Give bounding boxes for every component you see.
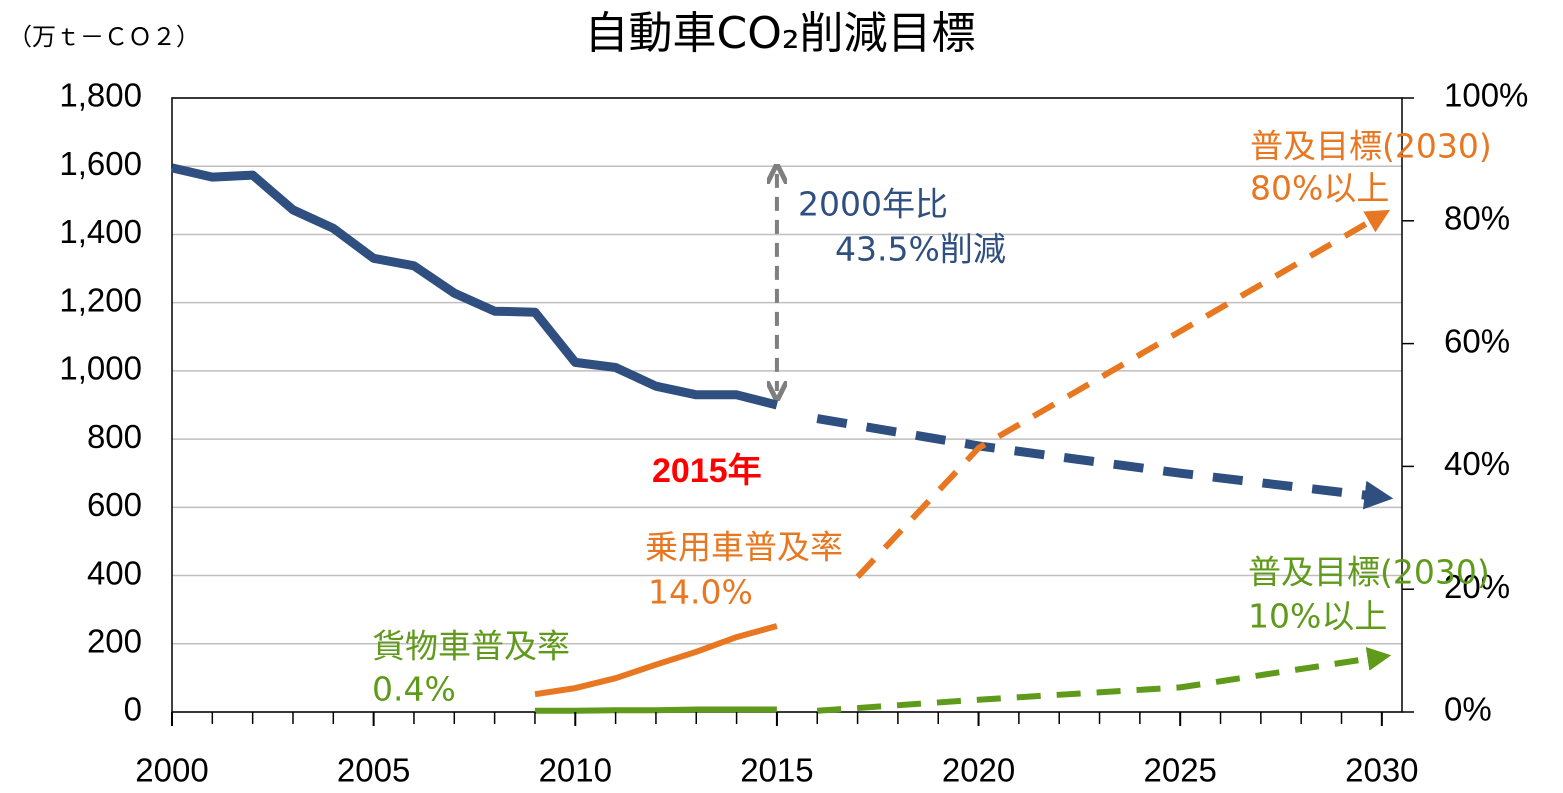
y2-tick-label: 0%	[1444, 691, 1492, 728]
annotation: 80%以上	[1250, 169, 1389, 208]
y-axis-label: （万ｔ－ＣＯ２）	[8, 23, 200, 51]
x-tick-label: 2025	[1143, 752, 1216, 789]
series-line	[817, 419, 1382, 498]
x-tick-label: 2020	[942, 752, 1015, 789]
x-tick-label: 2005	[337, 752, 410, 789]
annotation: 2000年比	[798, 185, 948, 224]
y-tick-label: 1,200	[59, 281, 142, 318]
y-tick-label: 400	[87, 554, 142, 591]
y-tick-label: 1,400	[59, 213, 142, 250]
series-line	[172, 168, 777, 405]
annotation: 貨物車普及率	[372, 627, 570, 666]
y-tick-label: 1,600	[59, 145, 142, 182]
series-line	[535, 710, 777, 711]
y2-tick-label: 40%	[1444, 445, 1510, 482]
y-tick-label: 1,800	[59, 77, 142, 114]
annotation: 0.4%	[372, 670, 456, 709]
annotation: 乗用車普及率	[645, 528, 843, 567]
annotation: 10%以上	[1248, 597, 1387, 636]
annotation: 普及目標(2030)	[1250, 127, 1492, 166]
annotation: 2015年	[652, 452, 762, 490]
y2-tick-label: 100%	[1444, 77, 1528, 114]
x-tick-label: 2015	[740, 752, 813, 789]
annotation: 14.0%	[648, 573, 753, 612]
series-line	[858, 215, 1382, 577]
grid	[172, 98, 1402, 712]
y-tick-label: 800	[87, 418, 142, 455]
annotation: 普及目標(2030)	[1248, 553, 1490, 592]
series-line	[817, 657, 1382, 711]
y2-tick-label: 80%	[1444, 200, 1510, 237]
plot-frame	[172, 98, 1402, 712]
x-tick-label: 2000	[135, 752, 208, 789]
x-tick-label: 2030	[1345, 752, 1418, 789]
y-tick-label: 1,000	[59, 350, 142, 387]
chart-title: 自動車CO₂削減目標	[585, 8, 976, 59]
series-line	[535, 626, 777, 694]
y-tick-label: 600	[87, 486, 142, 523]
chart: 自動車CO₂削減目標 （万ｔ－ＣＯ２） 0 200 400 600 800 1,000 1,…	[0, 0, 1563, 793]
y-tick-label: 0	[124, 691, 142, 728]
y2-tick-label: 60%	[1444, 322, 1510, 359]
x-tick-label: 2010	[539, 752, 612, 789]
annotation: 43.5%削減	[835, 230, 1006, 269]
y-tick-label: 200	[87, 622, 142, 659]
